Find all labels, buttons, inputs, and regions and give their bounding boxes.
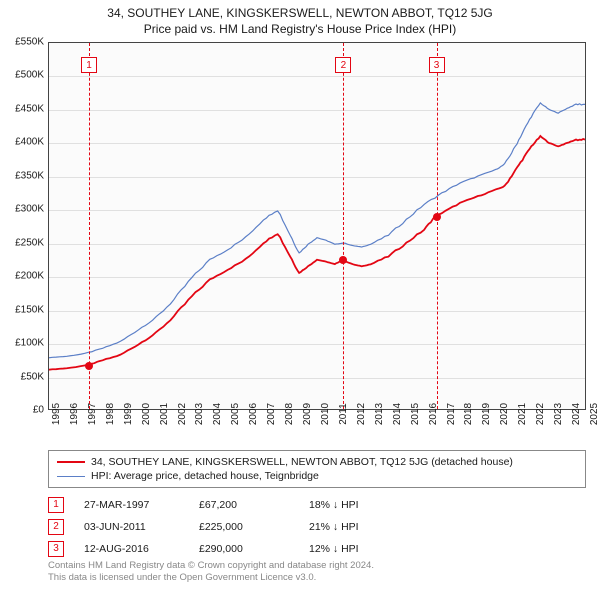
x-axis-tick-label: 2013 <box>374 403 385 425</box>
y-axis-tick-label: £400K <box>2 137 44 148</box>
x-axis-tick-label: 2022 <box>535 403 546 425</box>
x-axis-tick-label: 2001 <box>159 403 170 425</box>
event-markers-container: 1 2 3 <box>49 43 585 409</box>
x-axis-tick-label: 2009 <box>302 403 313 425</box>
x-axis-tick-label: 2007 <box>266 403 277 425</box>
x-axis-tick-label: 2012 <box>356 403 367 425</box>
event-marker-badge: 3 <box>429 57 445 73</box>
x-axis-tick-label: 2002 <box>177 403 188 425</box>
event-hpi-delta: 12% ↓ HPI <box>309 543 359 555</box>
x-axis-tick-label: 2025 <box>589 403 600 425</box>
footer-line1: Contains HM Land Registry data © Crown c… <box>48 560 374 572</box>
event-marker-line <box>343 43 344 409</box>
chart-title-subtitle: Price paid vs. HM Land Registry's House … <box>10 22 590 36</box>
x-axis-tick-label: 2010 <box>320 403 331 425</box>
x-axis-tick-label: 2018 <box>463 403 474 425</box>
x-axis-tick-label: 1998 <box>105 403 116 425</box>
sale-point-marker <box>339 256 347 264</box>
event-hpi-delta: 18% ↓ HPI <box>309 499 359 511</box>
event-date: 12-AUG-2016 <box>84 543 179 555</box>
event-number-badge: 2 <box>48 519 64 535</box>
event-marker-line <box>89 43 90 409</box>
y-axis-tick-label: £350K <box>2 170 44 181</box>
x-axis-tick-label: 2015 <box>410 403 421 425</box>
y-axis-tick-label: £200K <box>2 271 44 282</box>
event-price: £67,200 <box>199 499 289 511</box>
chart-title-block: 34, SOUTHEY LANE, KINGSKERSWELL, NEWTON … <box>0 0 600 38</box>
event-date: 03-JUN-2011 <box>84 521 179 533</box>
legend-label: HPI: Average price, detached house, Teig… <box>91 470 319 482</box>
x-axis-tick-label: 2006 <box>248 403 259 425</box>
event-number-badge: 3 <box>48 541 64 557</box>
event-marker-line <box>437 43 438 409</box>
x-axis-tick-label: 2014 <box>392 403 403 425</box>
event-row: 3 12-AUG-2016 £290,000 12% ↓ HPI <box>48 538 586 560</box>
legend-swatch <box>57 461 85 463</box>
x-axis-tick-label: 1996 <box>69 403 80 425</box>
x-axis-tick-label: 2004 <box>212 403 223 425</box>
chart-plot-area: 1 2 3 <box>48 42 586 410</box>
event-row: 2 03-JUN-2011 £225,000 21% ↓ HPI <box>48 516 586 538</box>
event-date: 27-MAR-1997 <box>84 499 179 511</box>
x-axis-tick-label: 2021 <box>517 403 528 425</box>
x-axis-tick-label: 2005 <box>230 403 241 425</box>
x-axis-tick-label: 1995 <box>51 403 62 425</box>
footer-line2: This data is licensed under the Open Gov… <box>48 572 374 584</box>
sale-point-marker <box>433 213 441 221</box>
chart-title-address: 34, SOUTHEY LANE, KINGSKERSWELL, NEWTON … <box>10 6 590 20</box>
event-price: £225,000 <box>199 521 289 533</box>
footer-attribution: Contains HM Land Registry data © Crown c… <box>48 560 374 585</box>
x-axis-tick-label: 2019 <box>481 403 492 425</box>
y-axis-tick-label: £50K <box>2 371 44 382</box>
x-axis-tick-label: 2008 <box>284 403 295 425</box>
event-marker-badge: 2 <box>335 57 351 73</box>
y-axis-tick-label: £450K <box>2 103 44 114</box>
x-axis-tick-label: 1997 <box>87 403 98 425</box>
x-axis-tick-label: 2000 <box>141 403 152 425</box>
x-axis-tick-label: 2003 <box>194 403 205 425</box>
event-row: 1 27-MAR-1997 £67,200 18% ↓ HPI <box>48 494 586 516</box>
x-axis-tick-label: 2024 <box>571 403 582 425</box>
x-axis-tick-label: 2011 <box>338 403 349 425</box>
legend-row: HPI: Average price, detached house, Teig… <box>57 469 577 483</box>
x-axis-tick-label: 1999 <box>123 403 134 425</box>
events-table: 1 27-MAR-1997 £67,200 18% ↓ HPI 2 03-JUN-2011… <box>48 494 586 560</box>
y-axis-tick-label: £100K <box>2 338 44 349</box>
event-marker-badge: 1 <box>81 57 97 73</box>
legend: 34, SOUTHEY LANE, KINGSKERSWELL, NEWTON … <box>48 450 586 488</box>
y-axis-tick-label: £500K <box>2 70 44 81</box>
x-axis-tick-label: 2016 <box>428 403 439 425</box>
legend-swatch <box>57 476 85 477</box>
y-axis-tick-label: £300K <box>2 204 44 215</box>
y-axis-tick-label: £250K <box>2 237 44 248</box>
event-hpi-delta: 21% ↓ HPI <box>309 521 359 533</box>
y-axis-tick-label: £150K <box>2 304 44 315</box>
y-axis-tick-label: £0 <box>2 405 44 416</box>
legend-row: 34, SOUTHEY LANE, KINGSKERSWELL, NEWTON … <box>57 455 577 469</box>
event-number-badge: 1 <box>48 497 64 513</box>
event-price: £290,000 <box>199 543 289 555</box>
x-axis-tick-label: 2023 <box>553 403 564 425</box>
legend-label: 34, SOUTHEY LANE, KINGSKERSWELL, NEWTON … <box>91 456 513 468</box>
y-axis-tick-label: £550K <box>2 37 44 48</box>
sale-point-marker <box>85 362 93 370</box>
x-axis-tick-label: 2017 <box>446 403 457 425</box>
x-axis-tick-label: 2020 <box>499 403 510 425</box>
